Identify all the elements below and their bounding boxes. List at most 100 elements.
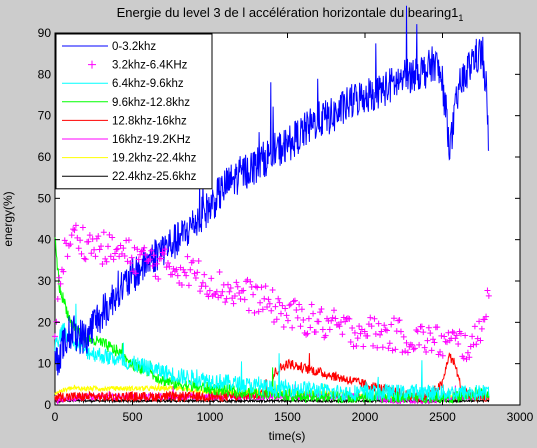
data-point — [346, 315, 353, 322]
data-point — [264, 304, 271, 311]
legend-label: 12.8khz-16khz — [112, 115, 187, 127]
data-point — [128, 254, 135, 261]
data-point — [371, 315, 378, 322]
data-point — [202, 283, 209, 290]
data-point — [349, 325, 356, 332]
data-point — [248, 283, 255, 290]
data-point — [377, 331, 384, 338]
data-point — [117, 242, 124, 249]
data-point — [113, 246, 120, 253]
data-point — [286, 302, 293, 309]
data-point — [110, 256, 117, 263]
data-point — [149, 262, 156, 269]
data-point — [102, 255, 109, 262]
data-point — [153, 260, 160, 267]
series-layer — [52, 5, 492, 406]
y-tick-label: 50 — [38, 191, 52, 205]
data-point — [420, 329, 427, 336]
data-point — [92, 253, 99, 260]
data-point — [99, 261, 106, 268]
legend-item: 22.4khz-25.6khz — [62, 171, 197, 183]
data-point — [396, 317, 403, 324]
data-point — [471, 323, 478, 330]
data-point — [185, 282, 192, 289]
data-point — [273, 316, 280, 323]
data-point — [71, 227, 78, 234]
data-point — [72, 222, 79, 229]
data-point — [382, 326, 389, 333]
data-point — [70, 226, 77, 233]
data-point — [300, 316, 307, 323]
data-point — [180, 266, 187, 273]
data-point — [290, 298, 297, 305]
data-point — [481, 316, 488, 323]
data-point — [364, 332, 371, 339]
data-point — [237, 296, 244, 303]
data-point — [79, 224, 86, 231]
legend-box — [55, 33, 213, 190]
data-point — [178, 282, 185, 289]
x-tick-label: 2000 — [352, 410, 379, 424]
data-point — [332, 315, 339, 322]
data-point — [367, 314, 374, 321]
chart-title: Energie du level 3 de l accélération hor… — [117, 5, 464, 23]
data-point — [441, 333, 448, 340]
data-point — [404, 349, 411, 356]
data-point — [452, 335, 459, 342]
x-tick-label: 0 — [52, 410, 59, 424]
data-point — [201, 271, 208, 278]
data-point — [351, 329, 358, 336]
x-tick-label: 1000 — [197, 410, 224, 424]
data-point — [279, 302, 286, 309]
data-point — [251, 309, 258, 316]
data-point — [77, 237, 84, 244]
series-6.4khz-9.6khz — [54, 303, 490, 402]
series-0-3.2khz — [54, 5, 490, 376]
legend-label: 19.2khz-22.4khz — [112, 153, 197, 165]
data-point — [434, 324, 441, 331]
data-point — [78, 250, 85, 257]
data-point — [280, 324, 287, 331]
data-point — [402, 348, 409, 355]
data-point — [318, 306, 325, 313]
legend-label: 16khz-19.2KHz — [112, 134, 191, 146]
data-point — [339, 331, 346, 338]
series-3.2khz-6.4KHz — [52, 222, 492, 363]
y-tick-label: 0 — [44, 398, 51, 412]
data-point — [155, 276, 162, 283]
legend-item: 9.6khz-12.8khz — [62, 97, 190, 109]
data-point — [399, 349, 406, 356]
data-point — [485, 292, 492, 299]
data-point — [227, 284, 234, 291]
data-point — [223, 295, 230, 302]
data-point — [423, 348, 430, 355]
data-point — [411, 345, 418, 352]
data-point — [240, 287, 247, 294]
data-point — [384, 327, 391, 334]
data-point — [294, 314, 301, 321]
data-point — [410, 346, 417, 353]
y-tick-label: 60 — [38, 150, 52, 164]
data-point — [354, 335, 361, 342]
data-point — [135, 256, 142, 263]
data-point — [310, 310, 317, 317]
data-point — [435, 351, 442, 358]
data-point — [418, 323, 425, 330]
data-point — [96, 246, 103, 253]
data-point — [477, 337, 484, 344]
data-point — [138, 248, 145, 255]
data-point — [139, 247, 146, 254]
data-point — [336, 323, 343, 330]
data-point — [54, 296, 61, 303]
data-point — [425, 324, 432, 331]
y-tick-label: 30 — [38, 274, 52, 288]
axis-ticks: 0 500 1000 1500 2000 2500 3000 0 10 20 30 40 50 60 70 8… — [38, 26, 534, 424]
data-point — [88, 250, 95, 257]
data-point — [148, 247, 155, 254]
data-point — [216, 269, 223, 276]
data-point — [53, 318, 60, 325]
data-point — [473, 341, 480, 348]
data-point — [250, 291, 257, 298]
data-point — [297, 323, 304, 330]
y-tick-label: 90 — [38, 26, 52, 40]
